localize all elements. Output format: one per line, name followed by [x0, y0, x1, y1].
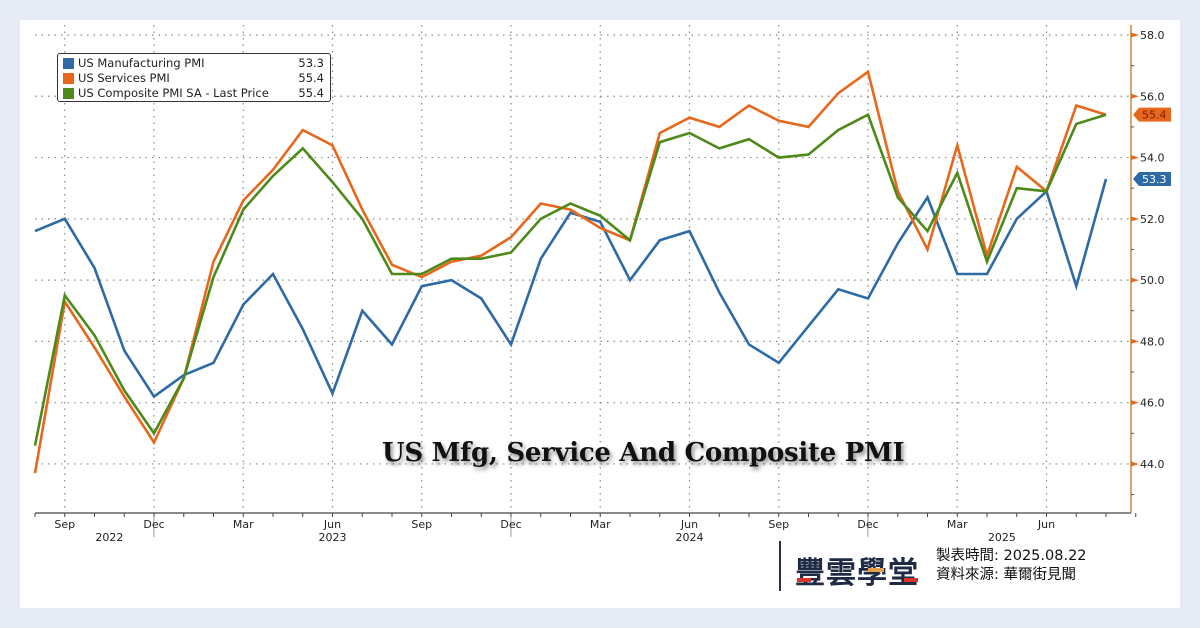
series-line-us-composite-pmi-sa-last-price [33, 112, 1107, 446]
chart-title: US Mfg, Service And Composite PMI [382, 438, 905, 468]
legend-value: 55.4 [298, 86, 324, 100]
y-tick-label: 44.0 [1140, 458, 1165, 471]
y-tick-label: 52.0 [1140, 213, 1165, 226]
y-axis-tick [1131, 216, 1139, 222]
x-tick-label: Jun [680, 518, 698, 531]
x-tick-label: Mar [947, 518, 968, 531]
legend-value: 53.3 [298, 56, 324, 70]
last-price-tag [1133, 107, 1171, 122]
legend-swatch-manufacturing [63, 57, 74, 69]
y-axis-tick [1131, 32, 1139, 38]
y-axis-tick [1131, 461, 1139, 467]
footer-meta: 製表時間: 2025.08.22 資料來源: 華爾街見聞 [936, 547, 1087, 585]
legend-swatch-services [63, 72, 74, 84]
y-tick-label: 48.0 [1140, 335, 1165, 348]
y-axis-tick [1131, 338, 1139, 344]
brand-accent-red-2 [904, 578, 918, 582]
y-axis-tick [1131, 400, 1139, 406]
source-value: 華爾街見聞 [1003, 567, 1077, 583]
y-tick-label: 46.0 [1140, 397, 1165, 410]
y-tick-label: 50.0 [1140, 274, 1165, 287]
source-row: 資料來源: 華爾街見聞 [936, 566, 1087, 585]
x-tick-label: Sep [54, 518, 75, 531]
chart-card: Sep Dec Mar Jun Sep Dec Mar Jun Sep Dec Mar Jun 2022… [20, 20, 1180, 608]
legend-swatch-composite [63, 87, 74, 99]
y-axis-tick [1131, 155, 1139, 161]
legend-label: US Manufacturing PMI [78, 56, 205, 70]
x-year-label: 2023 [319, 531, 347, 544]
x-tick-label: Sep [411, 518, 432, 531]
y-tick-label: 54.0 [1140, 152, 1165, 165]
legend-label: US Services PMI [78, 71, 170, 85]
legend-value: 55.4 [298, 71, 324, 85]
x-year-label: 2025 [988, 531, 1016, 544]
x-tick-label: Jun [323, 518, 341, 531]
legend-item-services: US Services PMI 55.4 [58, 71, 330, 85]
legend-item-composite: US Composite PMI SA - Last Price 55.4 [58, 86, 330, 100]
x-tick-label: Mar [233, 518, 254, 531]
y-tick-label: 58.0 [1140, 29, 1165, 42]
x-tick-label: Dec [500, 518, 521, 531]
x-tick-label: Dec [857, 518, 878, 531]
series-line-us-services-pmi [33, 69, 1107, 474]
last-price-tag [1133, 172, 1171, 187]
made-time-label: 製表時間: [936, 548, 999, 564]
chart-legend: US Manufacturing PMI 53.3 US Services PM… [57, 53, 331, 102]
x-tick-label: Sep [768, 518, 789, 531]
x-tick-label: Mar [590, 518, 611, 531]
x-year-label: 2024 [676, 531, 704, 544]
last-price-tag-label: 53.3 [1142, 173, 1167, 186]
made-time-row: 製表時間: 2025.08.22 [936, 547, 1087, 566]
x-year-label: 2022 [95, 531, 123, 544]
brand-logo: 豐雲學堂 [795, 556, 919, 591]
y-tick-label: 56.0 [1140, 90, 1165, 103]
pmi-line-chart: Sep Dec Mar Jun Sep Dec Mar Jun Sep Dec Mar Jun 2022… [33, 25, 1171, 544]
made-time-value: 2025.08.22 [1003, 548, 1087, 564]
legend-item-manufacturing: US Manufacturing PMI 53.3 [58, 56, 330, 70]
brand-accent-red-1 [797, 578, 811, 582]
x-tick-label: Dec [143, 518, 164, 531]
y-axis-tick [1131, 277, 1139, 283]
brand-accent-orange [868, 568, 884, 572]
legend-label: US Composite PMI SA - Last Price [78, 86, 269, 100]
source-label: 資料來源: [936, 567, 999, 583]
y-axis-tick [1131, 93, 1139, 99]
footer-divider [779, 541, 781, 591]
series-line-us-manufacturing-pmi [34, 178, 1108, 399]
last-price-tag-label: 55.4 [1142, 109, 1167, 122]
x-tick-label: Jun [1037, 518, 1055, 531]
